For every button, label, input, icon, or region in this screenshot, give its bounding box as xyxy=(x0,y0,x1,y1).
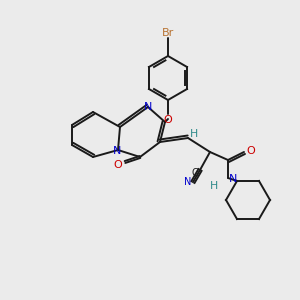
Text: C: C xyxy=(192,168,198,178)
Text: H: H xyxy=(210,181,218,191)
Text: O: O xyxy=(247,146,255,156)
Text: Br: Br xyxy=(162,28,174,38)
Text: N: N xyxy=(113,146,121,156)
Text: N: N xyxy=(144,102,152,112)
Text: N: N xyxy=(229,174,237,184)
Text: O: O xyxy=(114,160,122,170)
Text: O: O xyxy=(164,115,172,125)
Text: H: H xyxy=(190,129,198,139)
Text: N: N xyxy=(184,177,192,187)
